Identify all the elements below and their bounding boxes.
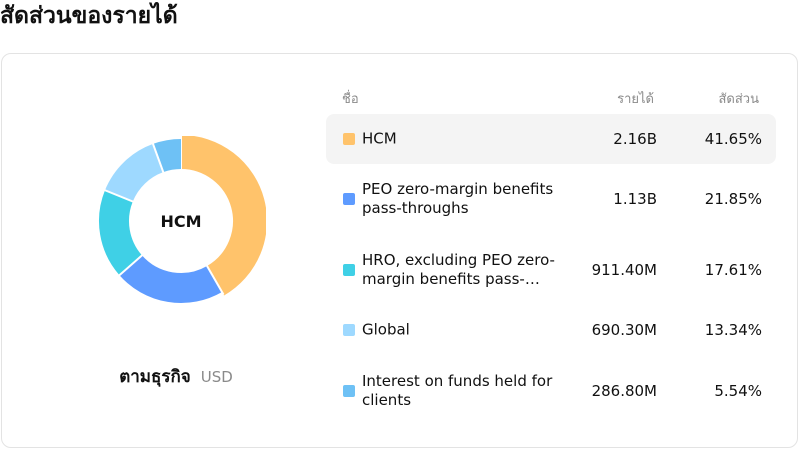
chart-caption-unit: USD [200, 368, 233, 386]
table-row-peo[interactable]: PEO zero-margin benefits pass-throughs 1… [326, 174, 776, 224]
donut-slice-2[interactable] [99, 190, 143, 276]
column-header-revenue: รายได้ [617, 92, 654, 107]
donut-slice-0[interactable] [180, 136, 266, 296]
donut-separator-2 [116, 252, 145, 278]
row-share: 17.61% [704, 261, 762, 279]
row-name: Interest on funds held for clients [362, 372, 553, 409]
donut-separator-3 [101, 188, 136, 204]
legend-swatch [343, 324, 355, 336]
table-row-hcm[interactable]: HCM 2.16B 41.65% [326, 114, 776, 164]
row-revenue: 911.40M [591, 261, 657, 279]
column-header-share: สัดส่วน [718, 92, 760, 107]
donut-slice-3[interactable] [104, 143, 164, 203]
donut-center-label: HCM [160, 211, 202, 231]
row-name: Global [362, 320, 410, 339]
donut-slice-1[interactable] [119, 254, 223, 303]
row-share: 5.54% [714, 382, 762, 400]
revenue-breakdown-card: HCM ตามธุรกิจ USD ชื่อ รายได้ สัดส่วน HC… [1, 53, 798, 448]
row-revenue: 2.16B [613, 130, 657, 148]
legend-swatch [343, 193, 355, 205]
table-header: ชื่อ รายได้ สัดส่วน [2, 88, 797, 108]
donut-separator-1 [204, 262, 225, 296]
page-title: สัดส่วนของรายได้ [0, 3, 178, 29]
row-share: 13.34% [704, 321, 762, 339]
row-name: PEO zero-margin benefits pass-throughs [362, 180, 554, 217]
chart-caption-title: ตามธุรกิจ [119, 367, 191, 387]
legend-swatch [343, 264, 355, 276]
table-row-global[interactable]: Global 690.30M 13.34% [326, 305, 776, 355]
row-share: 41.65% [704, 130, 762, 148]
donut-svg [99, 136, 266, 303]
table-row-hro[interactable]: HRO, excluding PEO zero-margin benefits … [326, 245, 776, 295]
row-revenue: 690.30M [591, 321, 657, 339]
row-revenue: 1.13B [613, 190, 657, 208]
row-revenue: 286.80M [591, 382, 657, 400]
row-name: HRO, excluding PEO zero-margin benefits … [362, 251, 555, 288]
chart-caption: ตามธุรกิจ USD [2, 363, 350, 390]
column-header-name: ชื่อ [342, 92, 359, 107]
legend-swatch [343, 385, 355, 397]
legend-swatch [343, 133, 355, 145]
row-share: 21.85% [704, 190, 762, 208]
donut-chart: HCM [96, 136, 266, 306]
table-row-interest[interactable]: Interest on funds held for clients 286.8… [326, 366, 776, 416]
row-name: HCM [362, 129, 397, 148]
donut-separator-4 [151, 140, 166, 176]
